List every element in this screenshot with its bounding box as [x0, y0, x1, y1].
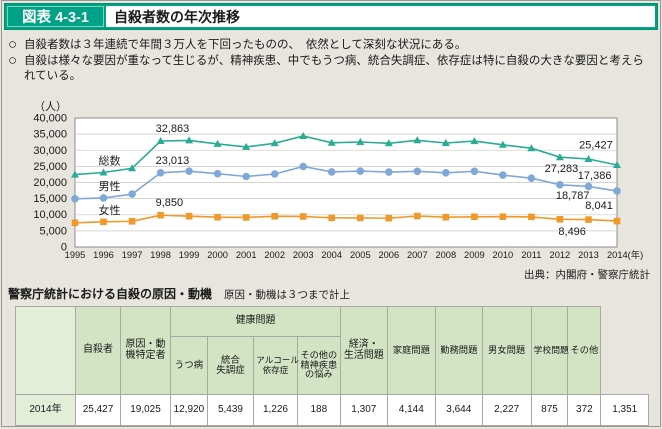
- svg-text:25,427: 25,427: [579, 139, 613, 151]
- svg-text:（人）: （人）: [34, 100, 67, 113]
- svg-text:1997: 1997: [122, 250, 143, 260]
- svg-text:2012: 2012: [550, 250, 571, 260]
- svg-text:15,000: 15,000: [33, 193, 67, 205]
- svg-text:2009: 2009: [464, 250, 485, 260]
- svg-text:2001: 2001: [236, 250, 257, 260]
- svg-text:9,850: 9,850: [156, 197, 184, 209]
- svg-text:8,496: 8,496: [558, 226, 586, 238]
- svg-text:2000: 2000: [207, 250, 228, 260]
- svg-text:27,283: 27,283: [545, 163, 579, 175]
- svg-text:2013: 2013: [578, 250, 599, 260]
- svg-text:男性: 男性: [99, 179, 121, 193]
- svg-text:20,000: 20,000: [33, 177, 67, 189]
- svg-text:2011: 2011: [521, 250, 541, 260]
- svg-text:10,000: 10,000: [33, 209, 67, 221]
- svg-text:30,000: 30,000: [33, 145, 67, 157]
- svg-text:5,000: 5,000: [39, 225, 67, 237]
- svg-text:2003: 2003: [293, 250, 314, 260]
- svg-text:1999: 1999: [179, 250, 200, 260]
- svg-text:2005: 2005: [350, 250, 371, 260]
- svg-text:32,863: 32,863: [156, 123, 190, 135]
- svg-text:35,000: 35,000: [33, 129, 67, 141]
- svg-text:40,000: 40,000: [33, 113, 67, 125]
- svg-text:1995: 1995: [65, 250, 86, 260]
- svg-text:23,013: 23,013: [156, 155, 190, 167]
- svg-text:2008: 2008: [435, 250, 456, 260]
- svg-text:2004: 2004: [321, 250, 342, 260]
- svg-text:1996: 1996: [93, 250, 114, 260]
- svg-text:2002: 2002: [264, 250, 285, 260]
- svg-text:2014(年): 2014(年): [607, 249, 643, 260]
- svg-text:25,000: 25,000: [33, 161, 67, 173]
- svg-text:総数: 総数: [99, 154, 121, 168]
- svg-text:17,386: 17,386: [578, 170, 612, 182]
- svg-text:8,041: 8,041: [585, 200, 613, 212]
- svg-text:2007: 2007: [407, 250, 428, 260]
- svg-text:女性: 女性: [99, 203, 121, 217]
- svg-text:2010: 2010: [493, 250, 514, 260]
- svg-text:2006: 2006: [378, 250, 399, 260]
- svg-text:1998: 1998: [150, 250, 171, 260]
